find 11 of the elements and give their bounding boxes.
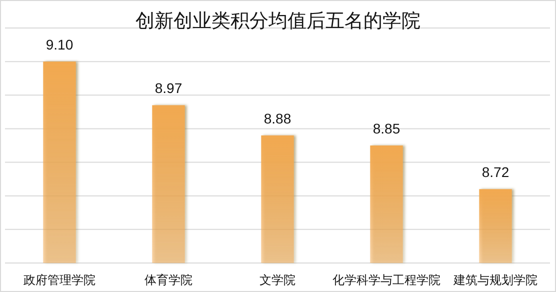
x-tick-label: 化学科学与工程学院 (332, 273, 440, 287)
x-tick-label: 体育学院 (144, 273, 192, 287)
chart-title: 创新创业类积分均值后五名的学院 (136, 10, 420, 32)
data-label: 8.85 (372, 120, 400, 136)
x-tick-label: 政府管理学院 (24, 273, 96, 287)
data-label: 8.72 (482, 164, 510, 180)
data-label: 9.10 (46, 36, 74, 53)
x-tick-label: 建筑与规划学院 (452, 273, 538, 287)
x-tick-label: 文学院 (260, 273, 296, 287)
data-label: 8.88 (264, 110, 292, 126)
data-label: 8.97 (154, 80, 182, 96)
